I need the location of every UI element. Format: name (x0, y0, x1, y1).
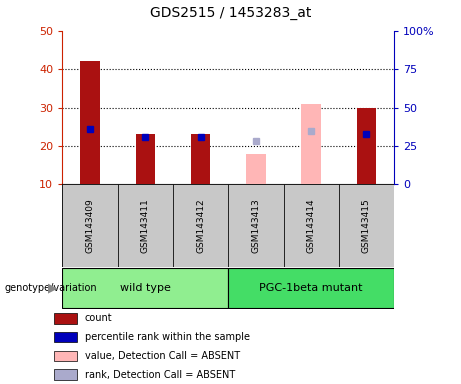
Bar (173, 184, 228, 267)
Bar (284, 184, 339, 267)
Text: GSM143415: GSM143415 (362, 198, 371, 253)
Text: wild type: wild type (120, 283, 171, 293)
Bar (54, 369, 77, 380)
Bar (54, 313, 77, 324)
Text: count: count (84, 313, 112, 323)
Text: rank, Detection Call = ABSENT: rank, Detection Call = ABSENT (84, 370, 235, 380)
Text: ▶: ▶ (48, 281, 58, 295)
Text: percentile rank within the sample: percentile rank within the sample (84, 332, 249, 342)
Text: value, Detection Call = ABSENT: value, Detection Call = ABSENT (84, 351, 240, 361)
Bar (62, 268, 228, 308)
Bar (136, 134, 155, 184)
Bar (246, 154, 266, 184)
Text: PGC-1beta mutant: PGC-1beta mutant (260, 283, 363, 293)
Bar (301, 104, 321, 184)
Bar (54, 351, 77, 361)
Text: GSM143414: GSM143414 (307, 198, 316, 253)
Text: GSM143409: GSM143409 (85, 198, 95, 253)
Bar (339, 184, 394, 267)
Bar (191, 134, 210, 184)
Text: GSM143412: GSM143412 (196, 198, 205, 253)
Text: genotype/variation: genotype/variation (5, 283, 97, 293)
Text: GSM143411: GSM143411 (141, 198, 150, 253)
Bar (357, 108, 376, 184)
Text: GDS2515 / 1453283_at: GDS2515 / 1453283_at (150, 7, 311, 20)
Bar (228, 268, 394, 308)
Bar (228, 184, 284, 267)
Bar (118, 184, 173, 267)
Bar (62, 184, 118, 267)
Text: GSM143413: GSM143413 (251, 198, 260, 253)
Bar (54, 332, 77, 343)
Bar (80, 61, 100, 184)
Bar (301, 104, 321, 184)
